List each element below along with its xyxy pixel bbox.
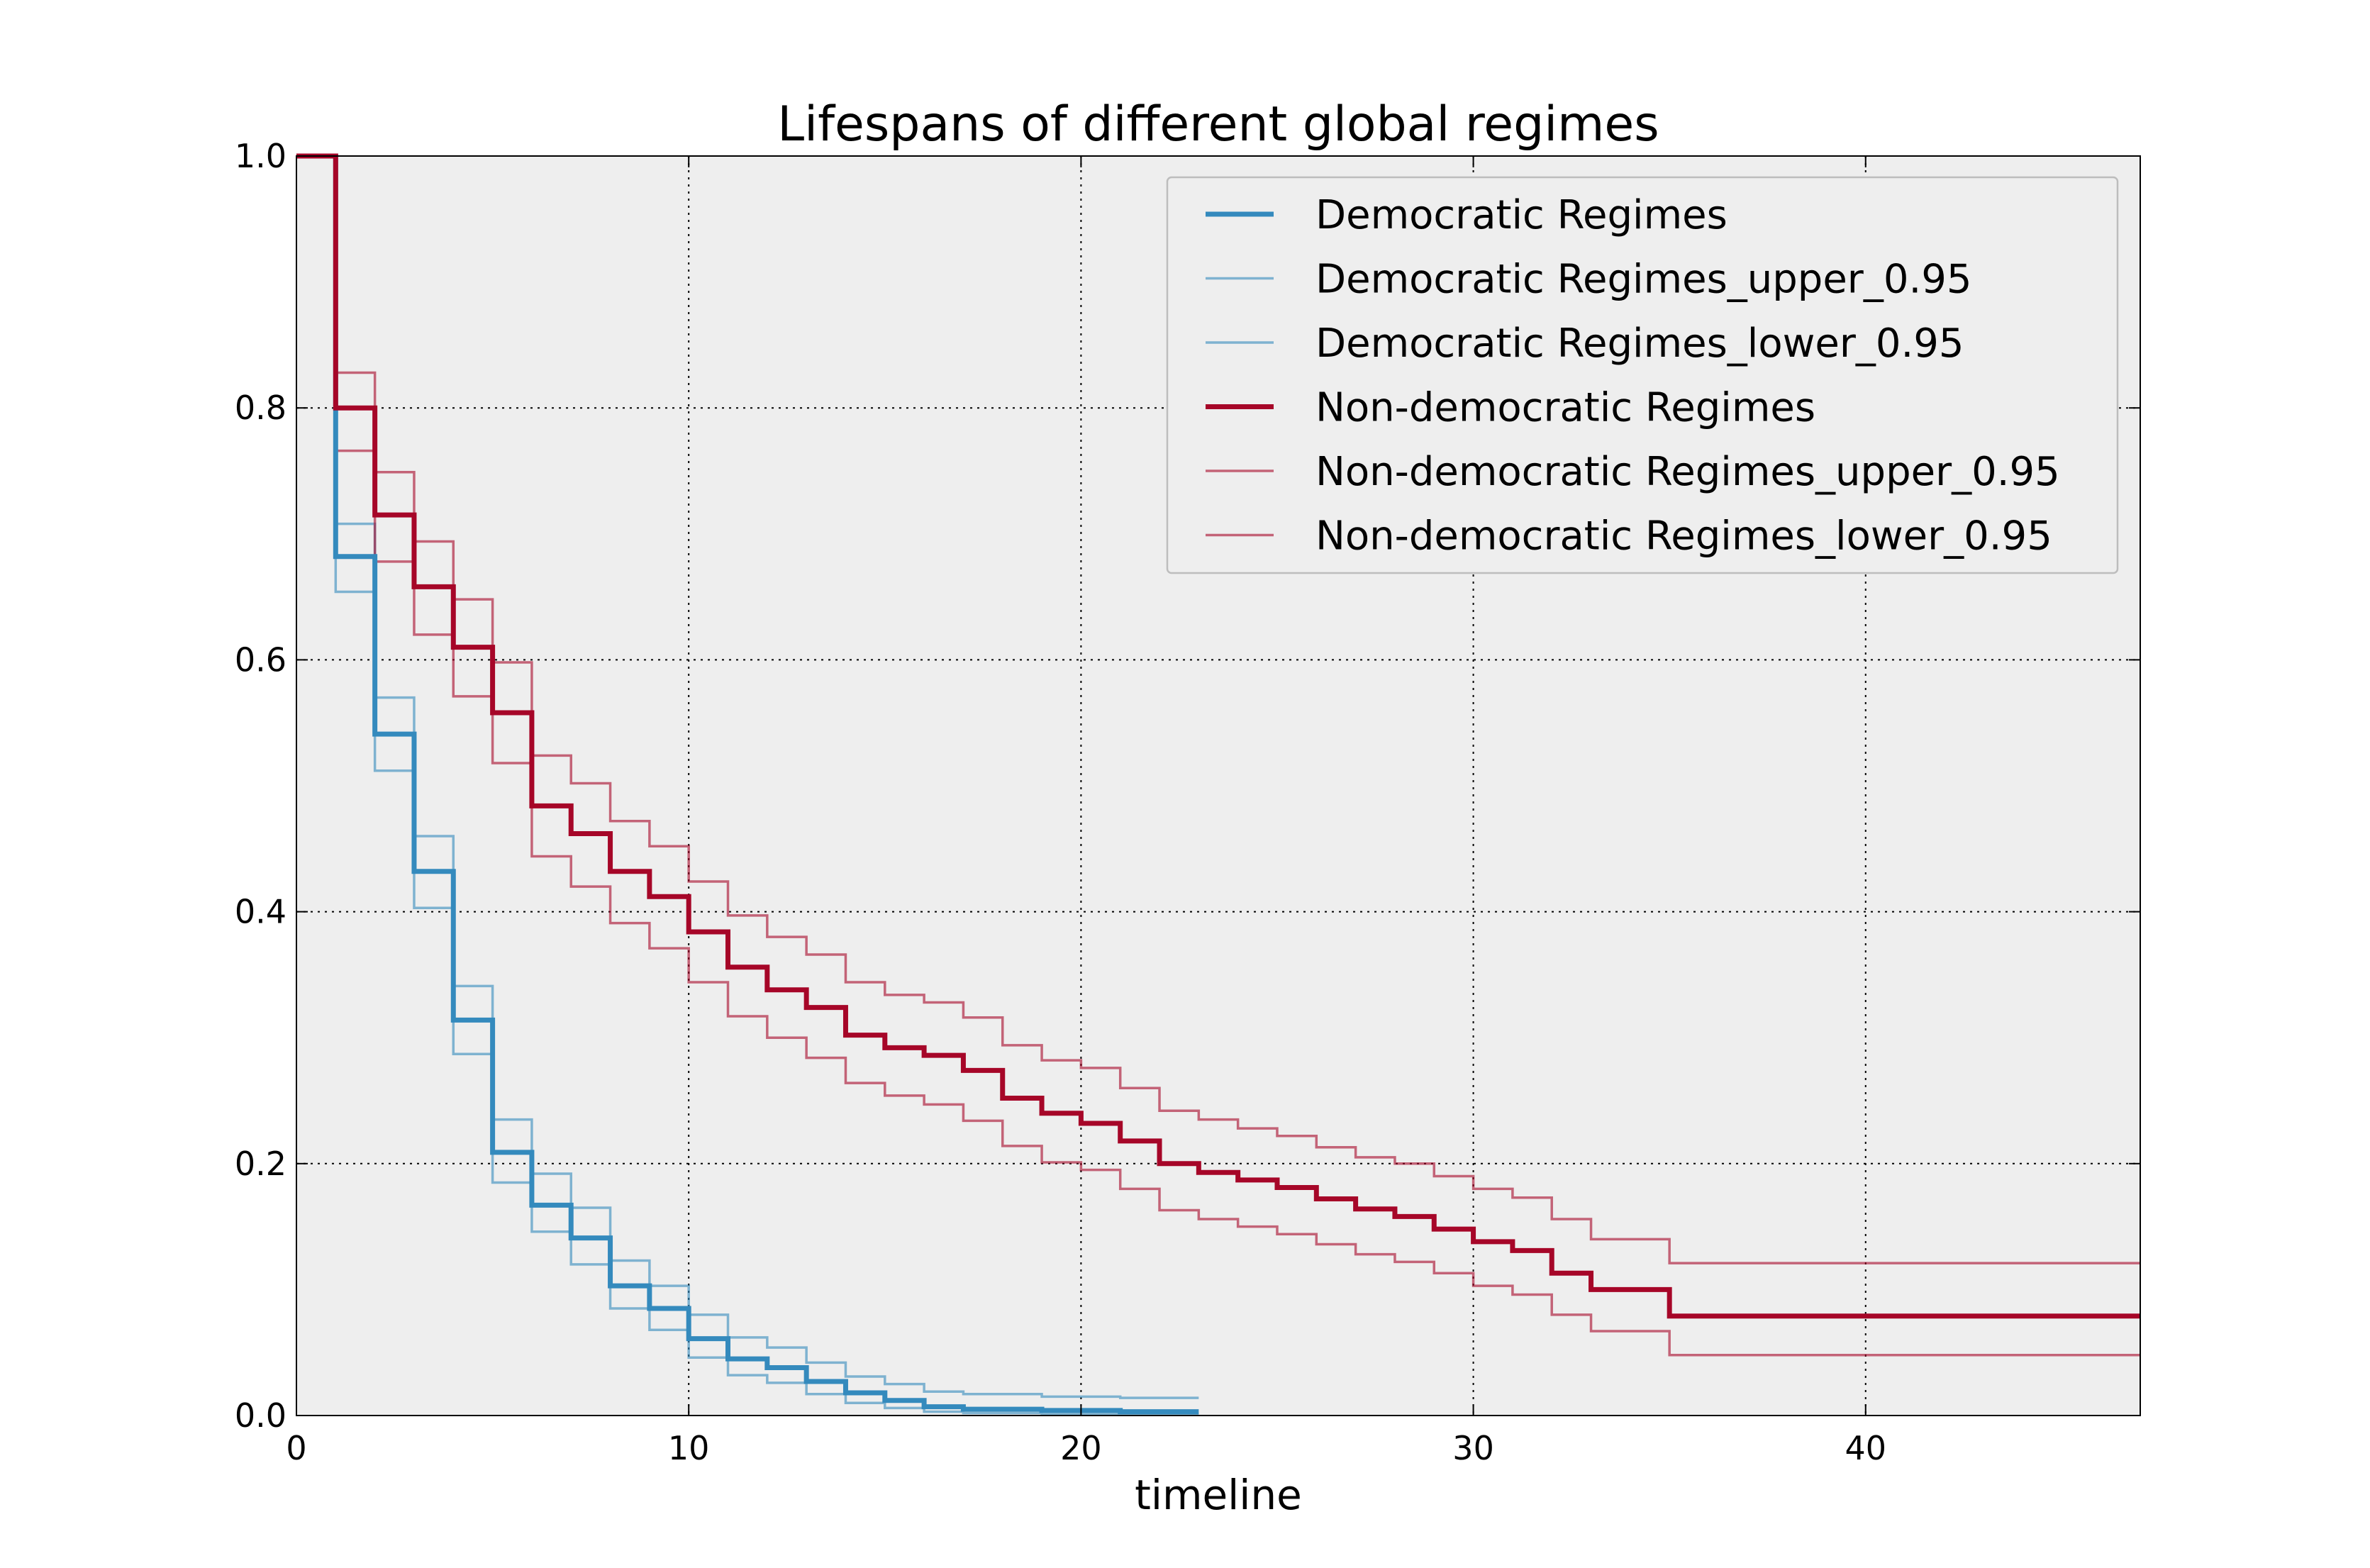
legend-label: Democratic Regimes_upper_0.95 — [1315, 257, 1972, 303]
legend-label: Non-democratic Regimes — [1315, 385, 1815, 431]
y-tick-label: 0.0 — [235, 1396, 286, 1435]
x-tick-label: 30 — [1452, 1429, 1494, 1467]
legend-label: Democratic Regimes — [1315, 192, 1728, 238]
series-line-4 — [296, 155, 2140, 1264]
chart-title: Lifespans of different global regimes — [777, 96, 1659, 152]
legend-label: Democratic Regimes_lower_0.95 — [1315, 321, 1964, 367]
series-lines — [296, 153, 2140, 1416]
x-tick-label: 20 — [1060, 1429, 1102, 1467]
legend-label: Non-democratic Regimes_lower_0.95 — [1315, 513, 2052, 560]
plot-frame — [296, 155, 2141, 1416]
series-line-0 — [296, 153, 1199, 1415]
x-tick-label: 40 — [1845, 1429, 1886, 1467]
y-tick-label: 0.2 — [235, 1145, 286, 1183]
legend-box — [1166, 176, 2119, 574]
legend-label: Non-democratic Regimes_upper_0.95 — [1315, 449, 2060, 495]
axis-ticks: 0 10 20 30 40 0.0 0.2 0.4 0.6 0.8 1.0 — [235, 137, 2140, 1467]
x-tick-label: 0 — [286, 1429, 306, 1467]
x-tick-label: 10 — [668, 1429, 710, 1467]
y-tick-label: 1.0 — [235, 137, 286, 175]
series-line-5 — [296, 155, 2140, 1357]
series-line-3 — [296, 153, 2140, 1319]
legend: Democratic Regimes Democratic Regimes_upp… — [1166, 176, 2119, 574]
x-axis-label: timeline — [1135, 1471, 1302, 1519]
legend-items: Democratic Regimes Democratic Regimes_upp… — [1206, 192, 2060, 560]
y-tick-label: 0.6 — [235, 640, 286, 679]
y-tick-label: 0.4 — [235, 893, 286, 931]
series-line-2 — [296, 155, 1199, 1416]
y-tick-label: 0.8 — [235, 389, 286, 427]
